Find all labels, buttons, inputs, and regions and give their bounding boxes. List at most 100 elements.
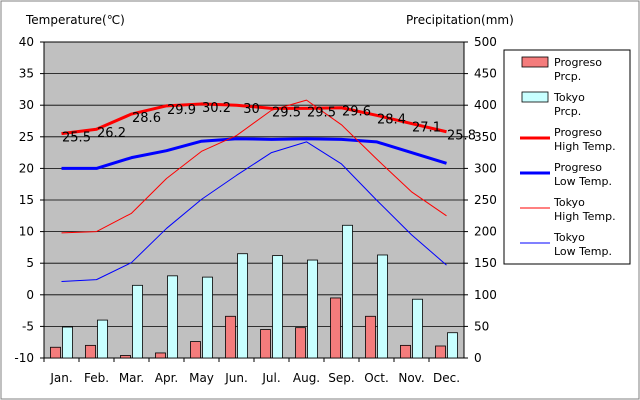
legend-entry-text: Prcp. (554, 105, 581, 118)
left-tick-label: 5 (26, 256, 34, 270)
data-label: 29.5 (307, 105, 336, 120)
x-tick-label: Sep. (328, 371, 354, 385)
precip-bar (447, 332, 458, 359)
precip-bar (330, 297, 341, 359)
temp-line (61, 141, 447, 283)
right-tick-label: 100 (474, 288, 497, 302)
precip-bar (97, 319, 108, 359)
x-tick-label: Apr. (155, 371, 178, 385)
legend-entry-text: High Temp. (554, 210, 616, 223)
x-tick-label: Oct. (364, 371, 389, 385)
precip-bar (237, 253, 248, 359)
x-tick-label: Jan. (49, 371, 72, 385)
x-tick-label: Jul. (261, 371, 280, 385)
precip-bar (377, 254, 388, 359)
right-tick-label: 150 (474, 256, 497, 270)
legend-entry-text: Tokyo (553, 196, 585, 209)
data-label: 28.6 (132, 111, 161, 126)
right-tick-label: 250 (474, 193, 497, 207)
right-tick-label: 200 (474, 225, 497, 239)
legend-entry-text: Tokyo (553, 231, 585, 244)
left-tick-label: 0 (26, 288, 34, 302)
data-label: 30.2 (202, 101, 231, 116)
precip-bar (202, 276, 213, 359)
left-tick-label: -5 (22, 319, 34, 333)
right-tick-label: 450 (474, 67, 497, 81)
data-label: 28.4 (377, 112, 406, 127)
data-label: 25.5 (62, 131, 91, 146)
data-label: 29.5 (272, 105, 301, 120)
legend-entry-text: Progreso (554, 126, 602, 139)
legend-entry-text: Low Temp. (554, 175, 612, 188)
x-tick-label: Aug. (293, 371, 320, 385)
grid-lines (44, 41, 464, 359)
left-tick-label: 35 (19, 67, 34, 81)
data-label: 29.6 (342, 105, 371, 120)
precip-bar (62, 326, 73, 359)
data-label: 30 (243, 102, 260, 117)
data-labels: 25.5 26.2 28.6 29.9 30.2 30 29.5 29.5 29.6 28.4 27… (62, 101, 476, 146)
precip-bar (167, 275, 178, 359)
precip-bar (365, 315, 376, 359)
legend-swatch (521, 91, 549, 103)
data-label: 27.1 (412, 121, 441, 136)
precip-bar (342, 224, 353, 359)
left-tick-label: 10 (19, 225, 34, 239)
data-label: 26.2 (97, 126, 126, 141)
right-tick-label: 400 (474, 98, 497, 112)
x-tick-label: Nov. (398, 371, 424, 385)
data-label: 29.9 (167, 103, 196, 118)
legend-entry-text: Progreso (554, 56, 602, 69)
precip-bar (190, 341, 201, 359)
axes: -10-505101520253035400501001502002503003… (14, 35, 497, 385)
right-tick-label: 0 (474, 351, 482, 365)
data-label: 25.8 (447, 129, 476, 144)
precip-bar (50, 346, 61, 359)
legend-entry-text: High Temp. (554, 140, 616, 153)
right-tick-label: 350 (474, 130, 497, 144)
left-tick-label: 15 (19, 193, 34, 207)
precip-bar (272, 255, 283, 359)
legend-box (503, 49, 631, 265)
x-tick-label: Jun. (224, 371, 248, 385)
precip-bar (307, 259, 318, 359)
right-axis-title: Precipitation(mm) (406, 13, 514, 27)
precip-bar (400, 344, 411, 359)
left-tick-label: 20 (19, 161, 34, 175)
precip-bar (225, 315, 236, 359)
left-tick-label: 40 (19, 35, 34, 49)
precip-bar (155, 352, 166, 359)
right-tick-label: 50 (474, 319, 489, 333)
precip-bar (295, 327, 306, 359)
legend-entry-text: Low Temp. (554, 245, 612, 258)
precipitation-bars (50, 224, 458, 359)
precip-bar (132, 284, 143, 359)
legend-entry-text: Prcp. (554, 70, 581, 83)
x-tick-label: May (189, 371, 214, 385)
legend-swatch (521, 56, 549, 68)
legend-entry-text: Progreso (554, 161, 602, 174)
left-tick-label: 30 (19, 98, 34, 112)
left-tick-label: -10 (14, 351, 34, 365)
temp-line (61, 137, 447, 170)
precip-bar (435, 345, 446, 359)
temperature-lines (61, 99, 447, 283)
precip-bar (412, 298, 423, 359)
precip-bar (120, 355, 131, 359)
x-tick-label: Feb. (84, 371, 109, 385)
right-tick-label: 500 (474, 35, 497, 49)
x-tick-label: Mar. (119, 371, 144, 385)
left-tick-label: 25 (19, 130, 34, 144)
precip-bar (85, 344, 96, 359)
legend-entry-text: Tokyo (553, 91, 585, 104)
precip-bar (260, 329, 271, 359)
right-tick-label: 300 (474, 161, 497, 175)
temp-line (61, 102, 447, 136)
temp-line (61, 99, 447, 234)
left-axis-title: Temperature(℃) (25, 13, 125, 27)
x-tick-label: Dec. (433, 371, 460, 385)
